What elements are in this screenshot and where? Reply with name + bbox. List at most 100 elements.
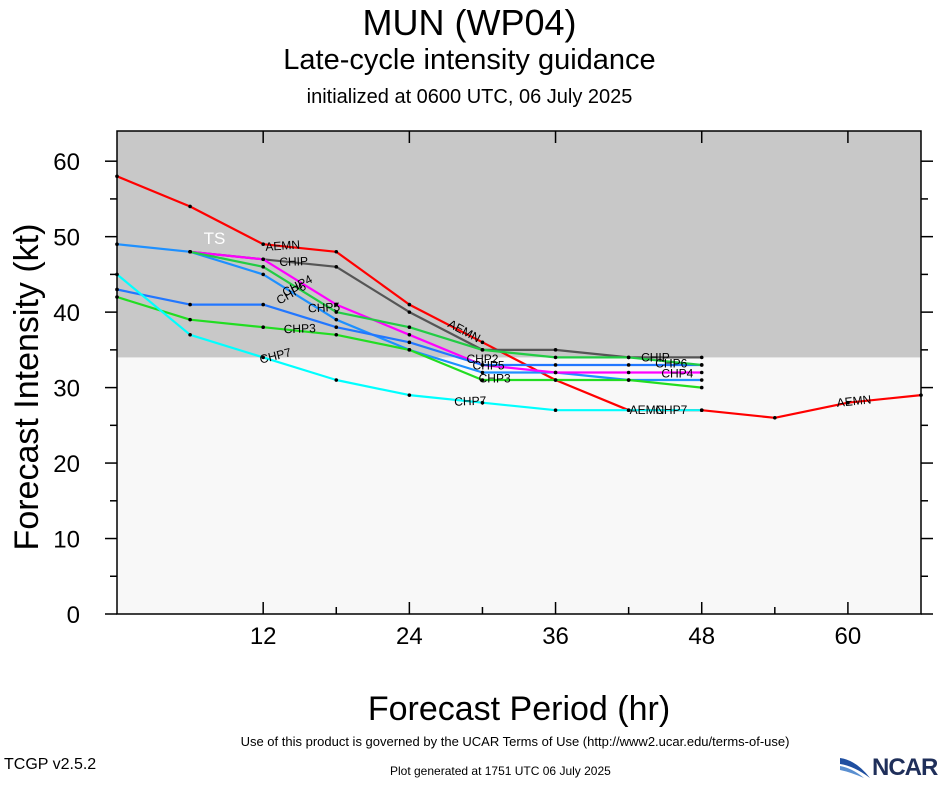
- chart-subtitle: Late-cycle intensity guidance: [283, 44, 656, 76]
- ts-band-label: TS: [204, 229, 226, 248]
- line-label-chp6: CHP6: [655, 356, 687, 370]
- data-point-aemn: [773, 415, 777, 420]
- data-point-aemn: [480, 340, 485, 345]
- y-tick-label: 20: [53, 451, 80, 478]
- data-point-chp2: [480, 370, 485, 375]
- data-point-chp5: [407, 340, 412, 345]
- line-label-chp2: CHP2: [466, 352, 498, 366]
- data-point-chip: [699, 355, 704, 360]
- line-label-chp5: CHP5: [308, 300, 341, 316]
- y-tick-label: 0: [67, 602, 80, 629]
- x-tick-label: 60: [835, 623, 862, 650]
- data-point-chp4: [261, 257, 265, 262]
- data-point-chp3: [334, 332, 339, 337]
- data-point-chp3: [626, 378, 631, 382]
- series-line-chp4: [189, 250, 702, 374]
- plot-background: TS: [117, 131, 921, 614]
- line-label-chp7: CHP7: [655, 403, 687, 417]
- x-tick-label: 48: [688, 623, 715, 650]
- data-point-aemn: [261, 242, 265, 247]
- data-point-chp5: [334, 325, 339, 330]
- x-tick-label: 36: [542, 623, 569, 650]
- data-point-chp4: [334, 302, 339, 307]
- data-point-aemn: [846, 400, 850, 405]
- line-label-aemn: AEMN: [630, 403, 665, 417]
- data-point-chp2: [334, 317, 339, 322]
- data-point-chp6: [334, 310, 339, 314]
- initialized-time: initialized at 0600 UTC, 06 July 2025: [306, 86, 633, 108]
- series-line-chip: [189, 250, 702, 359]
- data-point-chp5: [553, 363, 558, 367]
- data-point-chp2: [261, 272, 265, 277]
- data-point-aemn: [407, 302, 412, 307]
- data-point-chp7: [188, 332, 192, 337]
- line-label-chip: CHIP: [279, 254, 308, 269]
- data-point-chp5: [626, 363, 631, 367]
- data-point-chp3: [261, 325, 265, 330]
- data-point-chp3: [553, 378, 558, 382]
- y-axis-label: Forecast Intensity (kt): [8, 224, 46, 551]
- data-point-chp6: [626, 355, 631, 360]
- data-point-chp2: [699, 378, 704, 382]
- y-tick-label: 50: [53, 225, 80, 252]
- data-point-chp6: [188, 249, 192, 254]
- version-label: TCGP v2.5.2: [4, 756, 97, 773]
- data-point-chp5: [480, 363, 485, 367]
- ncar-swoosh-icon: [840, 758, 870, 778]
- line-label-aemn: AEMN: [265, 238, 301, 254]
- data-point-aemn: [334, 249, 339, 254]
- ncar-logo: NCAR: [838, 754, 939, 781]
- data-point-chp6: [261, 265, 265, 269]
- data-point-chp7: [334, 378, 339, 382]
- y-tick-label: 40: [53, 300, 80, 327]
- y-tick-label: 10: [53, 527, 80, 554]
- y-tick-label: 60: [53, 149, 80, 176]
- series-layer: [115, 174, 923, 420]
- x-tick-label: 12: [250, 623, 277, 650]
- x-tick-label: 24: [396, 623, 423, 650]
- data-point-chp7: [261, 355, 265, 360]
- data-point-chp3: [188, 317, 192, 322]
- chart-title: MUN (WP04): [362, 2, 577, 43]
- axes: 12 24 36 48 60 0 10 20 30 40 50 60: [53, 130, 933, 650]
- series-line-aemn: [116, 175, 922, 419]
- data-point-chp3: [699, 385, 704, 390]
- line-label-chp5: CHP5: [473, 359, 505, 373]
- terms-of-use: Use of this product is governed by the U…: [240, 734, 790, 749]
- data-point-chp7: [699, 408, 704, 413]
- data-point-chp6: [407, 325, 412, 330]
- ts-band: [117, 131, 921, 358]
- data-point-chip: [553, 348, 558, 352]
- y-tick-label: 30: [53, 376, 80, 403]
- data-point-chp4: [553, 370, 558, 375]
- data-point-chp4: [407, 332, 412, 337]
- data-point-chip: [407, 310, 412, 314]
- data-point-chp7: [553, 408, 558, 413]
- data-point-chp3: [407, 348, 412, 352]
- line-label-aemn: AEMN: [836, 392, 872, 410]
- data-point-chp7: [480, 400, 485, 405]
- data-point-aemn: [188, 204, 192, 209]
- ncar-logo-text: NCAR: [872, 754, 938, 781]
- plot-frame: [116, 130, 922, 615]
- data-point-chp5: [188, 302, 192, 307]
- data-point-chp7: [407, 393, 412, 397]
- line-label-chp7: CHP7: [454, 394, 487, 409]
- line-label-chp4: CHP4: [661, 366, 693, 380]
- line-label-chip: CHIP: [641, 350, 670, 364]
- x-axis-label: Forecast Period (hr): [368, 690, 670, 728]
- line-label-chp3: CHP3: [479, 372, 511, 386]
- data-point-chp6: [699, 363, 704, 367]
- line-label-chp3: CHP3: [283, 321, 316, 336]
- data-point-chp6: [553, 355, 558, 360]
- data-point-chp7: [626, 408, 631, 413]
- data-point-chp5: [261, 302, 265, 307]
- data-point-chp3: [480, 378, 485, 382]
- data-point-chp6: [480, 348, 485, 352]
- data-point-chip: [334, 265, 339, 269]
- data-point-chp4: [626, 370, 631, 375]
- series-line-chp6: [189, 250, 702, 367]
- data-point-chp4: [699, 370, 704, 375]
- generated-time: Plot generated at 1751 UTC 06 July 2025: [390, 764, 611, 778]
